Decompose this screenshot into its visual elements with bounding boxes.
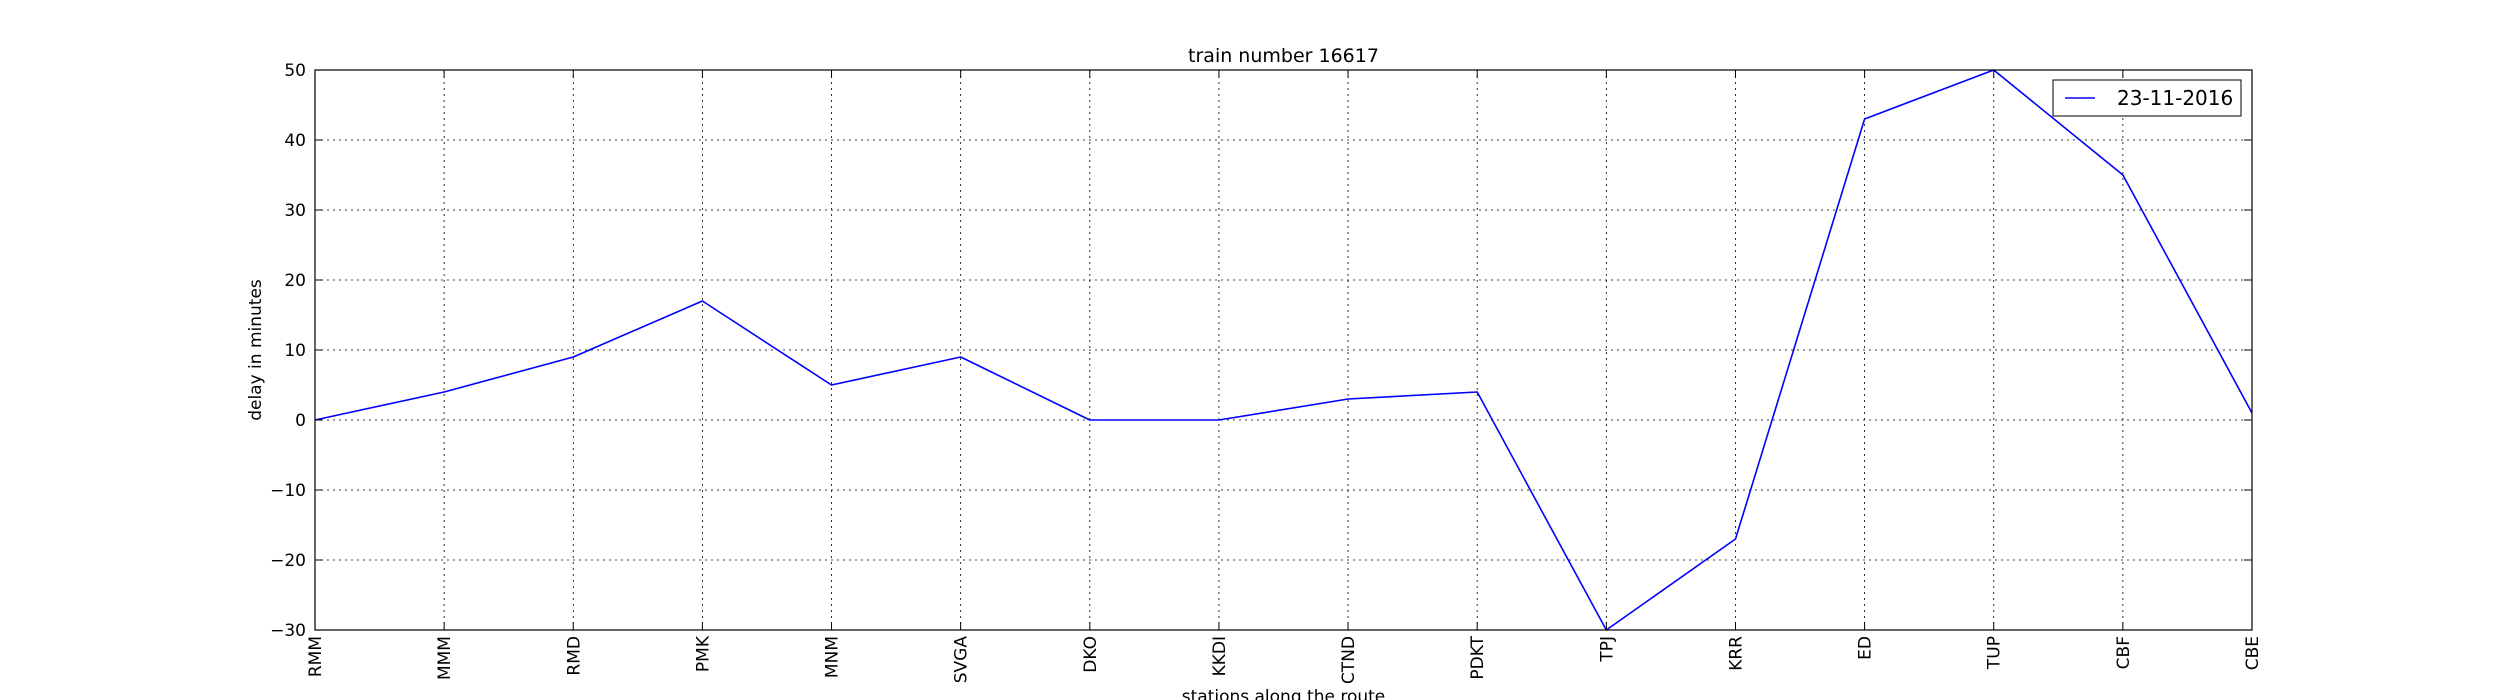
- x-tick-label: ED: [1856, 636, 1876, 660]
- x-tick-label: CBE: [2243, 636, 2263, 670]
- x-tick-label: RMM: [306, 636, 326, 677]
- grid-lines: [315, 70, 2252, 630]
- x-tick-label: CTND: [1339, 636, 1359, 684]
- x-tick-label: PMK: [693, 635, 713, 672]
- x-tick-label: MNM: [823, 636, 843, 678]
- chart-title: train number 16617: [1188, 45, 1379, 67]
- y-tick-label: 20: [284, 271, 306, 291]
- y-tick-label: −20: [270, 551, 306, 571]
- x-tick-label: KRR: [1726, 636, 1746, 671]
- x-tick-label: RMD: [564, 636, 584, 676]
- x-axis-label: stations along the route: [1182, 687, 1386, 700]
- y-axis: −30 −20 −10 0 10 20 30 40 50: [270, 61, 2252, 641]
- y-tick-label: −10: [270, 481, 306, 501]
- x-tick-label: KKDI: [1210, 636, 1230, 676]
- x-axis: RMM MMM RMD PMK MNM SVGA DKO KKDI CTND PDKT TPJ KRR…: [306, 70, 2263, 684]
- x-tick-label: TUP: [1985, 636, 2005, 670]
- y-tick-label: 10: [284, 341, 306, 361]
- y-tick-label: 40: [284, 131, 306, 151]
- x-tick-label: MMM: [435, 636, 455, 680]
- plot-frame: [314, 69, 2253, 631]
- series-layer: [314, 69, 2253, 631]
- legend-entry-label: 23-11-2016: [2117, 86, 2233, 110]
- legend: 23-11-2016: [2052, 79, 2242, 117]
- x-tick-label: CBF: [2114, 636, 2134, 669]
- series-line: [314, 69, 2253, 631]
- y-tick-label: 30: [284, 201, 306, 221]
- x-tick-label: DKO: [1081, 636, 1101, 673]
- y-tick-label: −30: [270, 621, 306, 641]
- x-tick-label: TPJ: [1597, 636, 1617, 663]
- x-tick-label: SVGA: [952, 636, 972, 684]
- x-tick-label: PDKT: [1468, 635, 1488, 679]
- y-axis-label: delay in minutes: [246, 279, 266, 421]
- y-tick-label: 50: [284, 61, 306, 81]
- y-tick-label: 0: [295, 411, 306, 431]
